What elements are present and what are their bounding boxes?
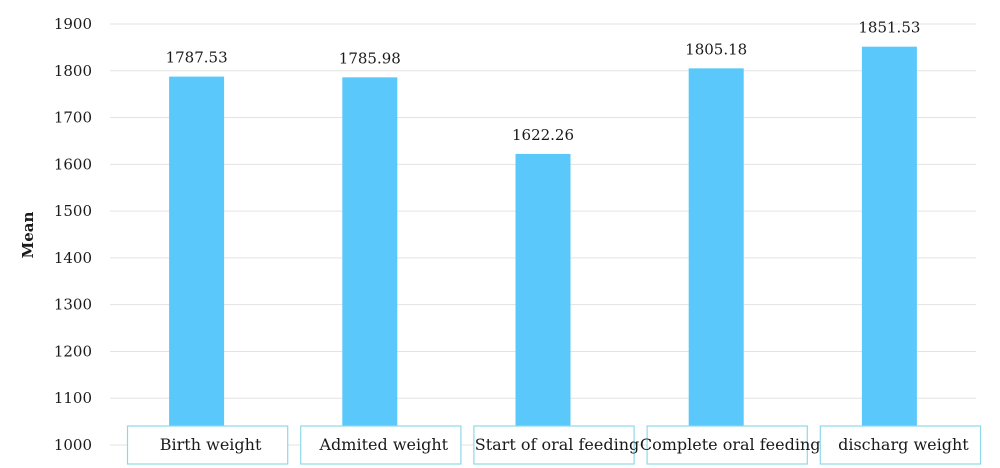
y-tick-label-1300: 1300: [54, 296, 92, 314]
category-label-2: Admited weight: [319, 435, 449, 454]
category-label-box-3: [473, 425, 635, 465]
y-tick-label-1000: 1000: [54, 436, 92, 454]
data-label-1: 1787.53: [166, 49, 228, 67]
data-label-2: 1785.98: [339, 49, 401, 67]
data-label-4: 1805.18: [685, 40, 747, 58]
bar-3: [515, 153, 571, 445]
data-label-5: 1851.53: [858, 19, 920, 37]
category-label-box-4: [646, 425, 808, 465]
bar-1: [169, 76, 225, 446]
y-tick-label-1400: 1400: [54, 249, 92, 267]
y-axis-ticks: 1000 1100 1200 1300 1400 1500 1600 1700 1800 1900: [54, 15, 92, 454]
category-label-box-2: [300, 425, 462, 465]
y-axis-label: Mean: [19, 212, 37, 259]
category-label-box-5: [819, 425, 982, 465]
category-label-1: Birth weight: [160, 435, 262, 454]
category-label-box-1: [126, 425, 289, 465]
y-tick-label-1900: 1900: [54, 15, 92, 33]
category-4: Complete oral feeding: [640, 425, 821, 465]
category-label-5: discharg weight: [838, 435, 969, 454]
y-tick-label-1600: 1600: [54, 155, 92, 173]
bar-2: [342, 77, 398, 445]
category-label-4: Complete oral feeding: [640, 435, 821, 454]
y-tick-label-1500: 1500: [54, 202, 92, 220]
data-labels: 1787.53 1785.98 1622.26 1805.18 1851.53: [166, 19, 921, 144]
y-tick-label-1200: 1200: [54, 342, 92, 360]
bars: [169, 46, 917, 446]
category-labels: Birth weight Admited weight Start of oral …: [126, 425, 982, 465]
category-2: Admited weight: [300, 425, 462, 465]
y-tick-label-1700: 1700: [54, 109, 92, 127]
data-label-3: 1622.26: [512, 126, 574, 144]
category-label-3: Start of oral feeding: [475, 435, 640, 454]
category-5: discharg weight: [819, 425, 982, 465]
bar-5: [861, 46, 917, 445]
y-tick-label-1800: 1800: [54, 62, 92, 80]
category-1: Birth weight: [126, 425, 289, 465]
category-3: Start of oral feeding: [473, 425, 640, 465]
bar-4: [688, 68, 744, 446]
y-tick-label-1100: 1100: [54, 389, 92, 407]
